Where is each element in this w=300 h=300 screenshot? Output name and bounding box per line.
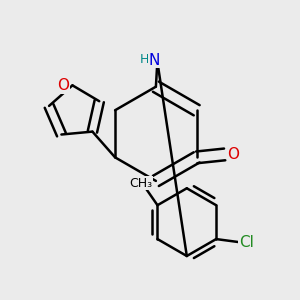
- Text: Cl: Cl: [239, 235, 254, 250]
- Text: CH₃: CH₃: [130, 177, 153, 190]
- Text: H: H: [140, 53, 149, 66]
- Text: N: N: [149, 53, 160, 68]
- Text: O: O: [227, 147, 239, 162]
- Text: O: O: [58, 78, 70, 93]
